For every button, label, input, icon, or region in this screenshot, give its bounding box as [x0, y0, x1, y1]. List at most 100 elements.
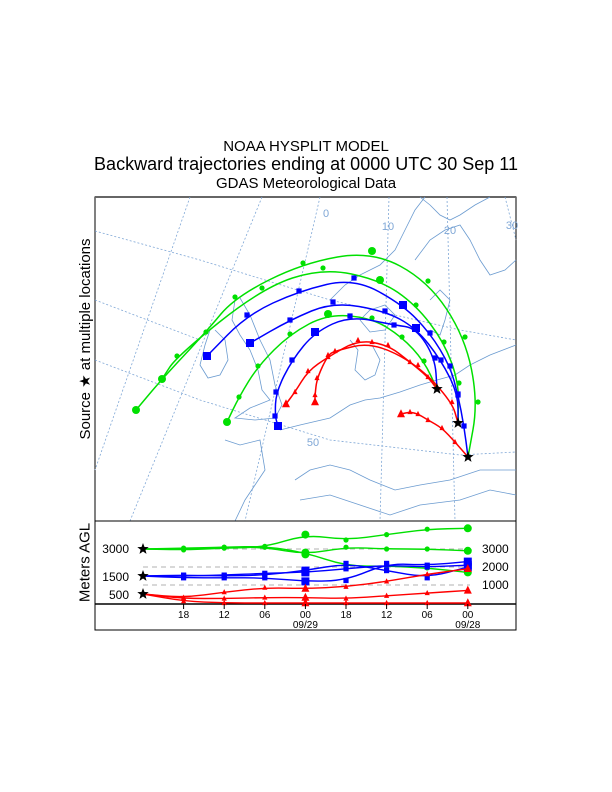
right-tick-1000: 1000 [482, 578, 509, 592]
circle-marker [456, 380, 462, 386]
square-marker [424, 564, 430, 570]
circle-marker [262, 543, 268, 549]
left-tick-3000: 3000 [102, 542, 129, 556]
square-marker [382, 308, 388, 314]
square-marker [447, 363, 453, 369]
trajectory-line [274, 318, 438, 427]
triangle-marker [305, 367, 311, 374]
square-marker [343, 577, 349, 584]
circle-marker [421, 358, 427, 364]
square-marker [287, 317, 293, 323]
coastline [349, 339, 381, 381]
square-marker [246, 339, 254, 347]
lat-label-50: 50 [307, 437, 319, 449]
triangle-marker [384, 578, 390, 584]
triangle-marker [292, 388, 298, 395]
height-frame [94, 520, 517, 631]
triangle-marker [332, 347, 338, 354]
right-tick-3000: 3000 [482, 542, 509, 556]
trajectory-line [314, 344, 459, 424]
circle-marker [384, 532, 390, 538]
square-marker [272, 413, 278, 419]
square-marker [262, 575, 268, 581]
map-frame [94, 196, 517, 522]
coastline [224, 439, 266, 522]
triangle-marker [463, 598, 472, 607]
square-marker [244, 312, 250, 318]
square-marker [301, 577, 310, 586]
triangle-marker [282, 399, 290, 408]
triangle-marker [301, 592, 310, 601]
left-tick-500: 500 [109, 588, 129, 602]
circle-marker [132, 406, 140, 414]
triangle-marker [181, 595, 187, 601]
triangle-marker [262, 599, 268, 606]
trajectories [132, 247, 481, 462]
square-marker [301, 566, 310, 575]
circle-marker [300, 260, 306, 266]
triangle-marker [439, 424, 445, 431]
circle-marker [232, 294, 238, 300]
height-y-label: Meters AGL [76, 522, 94, 603]
latitude-line [94, 359, 517, 456]
circle-marker [159, 376, 165, 382]
square-marker [203, 352, 211, 360]
circle-marker [425, 278, 431, 284]
circle-marker [343, 544, 349, 550]
x-tick-label: 06 [259, 610, 271, 621]
lon-label-0: 0 [323, 208, 329, 220]
circle-marker [441, 339, 447, 345]
triangle-marker [415, 361, 421, 368]
x-tick-label: 00 [462, 610, 474, 621]
circle-marker [424, 546, 430, 552]
triangle-marker [385, 341, 391, 348]
trajectory-red-3 [397, 408, 469, 458]
trajectory-green-2 [159, 265, 462, 424]
square-marker [351, 275, 357, 281]
square-marker [384, 562, 390, 568]
coastline [329, 196, 426, 301]
square-marker [273, 389, 279, 395]
trajectory-blue-1 [203, 275, 469, 458]
circle-marker [475, 399, 481, 405]
triangle-marker [311, 397, 319, 406]
square-marker [438, 357, 444, 363]
triangle-marker [301, 583, 310, 592]
square-marker [311, 328, 319, 336]
triangle-marker [301, 598, 310, 607]
circle-marker [287, 331, 293, 337]
source-star-icon [137, 543, 149, 554]
triangle-marker [463, 564, 472, 572]
x-tick-label: 00 [300, 610, 312, 621]
square-marker [343, 566, 349, 572]
triangle-marker [221, 589, 227, 595]
source-star-icon [431, 383, 443, 394]
triangle-marker [262, 584, 268, 590]
circle-marker [384, 546, 390, 552]
square-marker [413, 325, 419, 331]
square-marker [399, 301, 407, 309]
circle-marker [301, 530, 310, 539]
x-tick-label: 18 [178, 610, 190, 621]
triangle-marker [343, 595, 349, 601]
circle-marker [376, 276, 384, 284]
lon-label-30: 30 [506, 220, 518, 232]
x-tick-label: 12 [219, 610, 231, 621]
source-star-icon [137, 588, 149, 599]
coastline [294, 464, 516, 491]
coastline [419, 196, 491, 221]
square-marker [432, 355, 438, 361]
date-label-0928: 09/28 [455, 620, 480, 631]
height-series-red-2 [142, 585, 472, 601]
longitude-line [244, 196, 321, 522]
coastline [359, 304, 396, 333]
square-marker [343, 560, 349, 566]
circle-marker [301, 548, 310, 557]
square-marker [274, 422, 282, 430]
triangle-marker [384, 599, 390, 606]
triangle-marker [415, 410, 421, 417]
triangle-marker [262, 594, 268, 600]
square-marker [330, 299, 336, 305]
lon-label-20: 20 [444, 225, 456, 237]
